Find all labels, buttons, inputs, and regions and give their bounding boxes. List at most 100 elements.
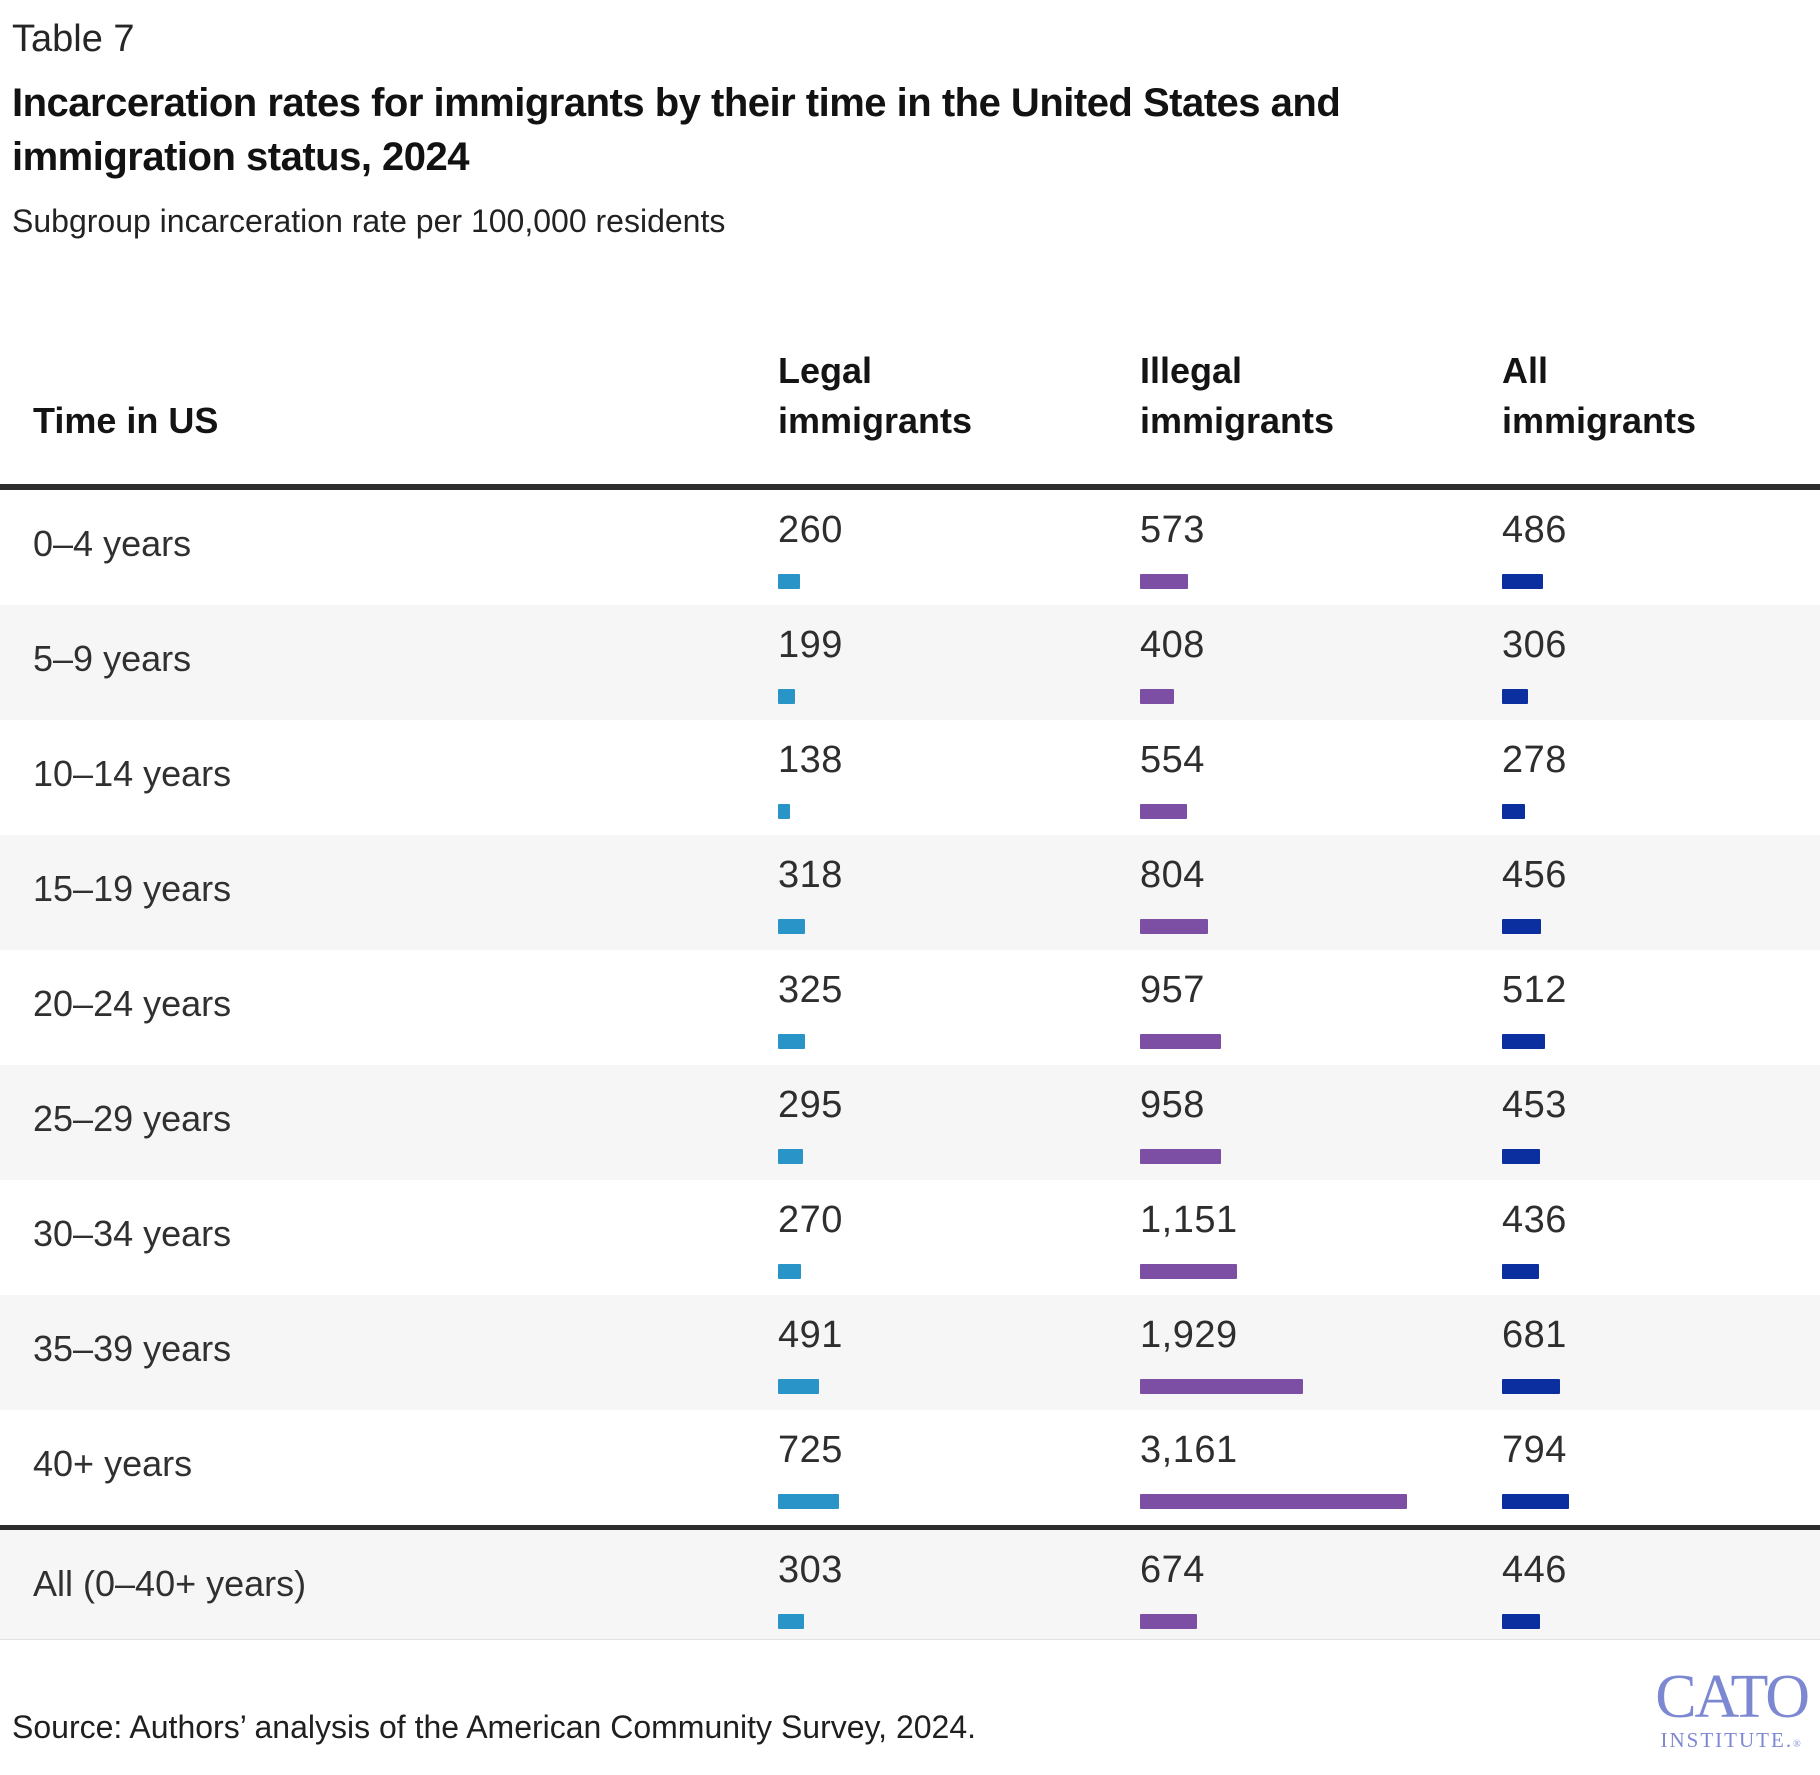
- value-cell-all: 486: [1502, 490, 1820, 605]
- value-cell-illegal: 408: [1140, 605, 1502, 720]
- legal-bar: [778, 804, 790, 819]
- legal-bar: [778, 689, 795, 704]
- row-label: 25–29 years: [33, 1098, 232, 1139]
- table-header-row: Time in US Legal immigrants Illegal immi…: [0, 346, 1820, 490]
- table-row: All (0–40+ years) 303 674 446: [0, 1525, 1820, 1640]
- value-cell-all: 456: [1502, 835, 1820, 950]
- registered-mark: ®: [1793, 1739, 1803, 1750]
- all-bar: [1502, 1614, 1540, 1629]
- illegal-bar: [1140, 919, 1208, 934]
- column-header-illegal-immigrants: Illegal immigrants: [1140, 346, 1502, 446]
- table-row: 10–14 years 138 554 278: [0, 720, 1820, 835]
- value-legal: 325: [778, 969, 843, 1011]
- illegal-bar: [1140, 1034, 1221, 1049]
- value-cell-legal: 491: [778, 1295, 1140, 1410]
- value-cell-legal: 303: [778, 1530, 1140, 1639]
- all-bar: [1502, 574, 1543, 589]
- value-cell-all: 453: [1502, 1065, 1820, 1180]
- all-bar: [1502, 1494, 1569, 1509]
- table-row: 0–4 years 260 573 486: [0, 490, 1820, 605]
- all-bar: [1502, 689, 1528, 704]
- value-cell-legal: 199: [778, 605, 1140, 720]
- legal-bar: [778, 574, 800, 589]
- row-label: 5–9 years: [33, 638, 192, 679]
- column-header-legal-line2: immigrants: [778, 400, 973, 441]
- logo-wordmark: CATO: [1655, 1663, 1810, 1731]
- table-row: 5–9 years 199 408 306: [0, 605, 1820, 720]
- legal-bar: [778, 1264, 801, 1279]
- value-cell-illegal: 573: [1140, 490, 1502, 605]
- legal-bar: [778, 1614, 804, 1629]
- value-cell-all: 446: [1502, 1530, 1820, 1639]
- value-illegal: 957: [1140, 969, 1205, 1011]
- value-legal: 318: [778, 854, 843, 896]
- value-illegal: 958: [1140, 1084, 1205, 1126]
- page-title-line-1: Incarceration rates for immigrants by th…: [12, 81, 1341, 125]
- value-cell-illegal: 804: [1140, 835, 1502, 950]
- all-bar: [1502, 1149, 1540, 1164]
- value-all: 486: [1502, 509, 1567, 551]
- column-header-all-immigrants: All immigrants: [1502, 346, 1820, 446]
- all-bar: [1502, 804, 1525, 819]
- illegal-bar: [1140, 1494, 1407, 1509]
- page-title: Incarceration rates for immigrants by th…: [12, 76, 1632, 184]
- logo-subtext: INSTITUTE.®: [1655, 1728, 1808, 1757]
- row-label: 10–14 years: [33, 753, 232, 794]
- table-row: 35–39 years 491 1,929 681: [0, 1295, 1820, 1410]
- value-cell-legal: 270: [778, 1180, 1140, 1295]
- table-body: 0–4 years 260 573 486 5–9 years 199 408 306 10–1…: [0, 490, 1820, 1640]
- illegal-bar: [1140, 1379, 1303, 1394]
- cato-institute-logo: CATO INSTITUTE.®: [1655, 1663, 1810, 1757]
- value-cell-legal: 325: [778, 950, 1140, 1065]
- column-header-legal-line1: Legal: [778, 350, 873, 391]
- value-cell-legal: 260: [778, 490, 1140, 605]
- legal-bar: [778, 1494, 839, 1509]
- page-title-line-2: immigration status, 2024: [12, 135, 470, 179]
- legal-bar: [778, 1149, 803, 1164]
- value-all: 453: [1502, 1084, 1567, 1126]
- column-header-illegal-line2: immigrants: [1140, 400, 1335, 441]
- value-all: 794: [1502, 1429, 1567, 1471]
- row-label: All (0–40+ years): [33, 1563, 307, 1604]
- column-header-illegal-line1: Illegal: [1140, 350, 1243, 391]
- value-all: 512: [1502, 969, 1567, 1011]
- value-illegal: 3,161: [1140, 1429, 1238, 1471]
- value-cell-all: 794: [1502, 1410, 1820, 1525]
- value-legal: 303: [778, 1549, 843, 1591]
- value-all: 446: [1502, 1549, 1567, 1591]
- value-cell-illegal: 674: [1140, 1530, 1502, 1639]
- all-bar: [1502, 1264, 1539, 1279]
- row-label: 15–19 years: [33, 868, 232, 909]
- page-subtitle: Subgroup incarceration rate per 100,000 …: [12, 203, 726, 239]
- row-label: 30–34 years: [33, 1213, 232, 1254]
- legal-bar: [778, 919, 805, 934]
- value-cell-all: 436: [1502, 1180, 1820, 1295]
- table-row: 30–34 years 270 1,151 436: [0, 1180, 1820, 1295]
- value-cell-all: 512: [1502, 950, 1820, 1065]
- value-cell-all: 306: [1502, 605, 1820, 720]
- row-label: 0–4 years: [33, 523, 192, 564]
- logo-institute-text: INSTITUTE.: [1660, 1728, 1794, 1752]
- all-bar: [1502, 1034, 1545, 1049]
- illegal-bar: [1140, 574, 1188, 589]
- value-all: 436: [1502, 1199, 1567, 1241]
- legal-bar: [778, 1379, 819, 1394]
- all-bar: [1502, 919, 1541, 934]
- table-row: 15–19 years 318 804 456: [0, 835, 1820, 950]
- value-all: 681: [1502, 1314, 1567, 1356]
- data-table: Time in US Legal immigrants Illegal immi…: [0, 346, 1820, 1640]
- value-cell-legal: 138: [778, 720, 1140, 835]
- table-row: 40+ years 725 3,161 794: [0, 1410, 1820, 1525]
- source-note: Source: Authors’ analysis of the America…: [12, 1709, 977, 1745]
- value-legal: 295: [778, 1084, 843, 1126]
- column-header-legal-immigrants: Legal immigrants: [778, 346, 1140, 446]
- value-legal: 260: [778, 509, 843, 551]
- illegal-bar: [1140, 689, 1174, 704]
- table-row: 20–24 years 325 957 512: [0, 950, 1820, 1065]
- illegal-bar: [1140, 1614, 1197, 1629]
- row-label: 40+ years: [33, 1443, 193, 1484]
- value-cell-illegal: 1,151: [1140, 1180, 1502, 1295]
- row-label: 35–39 years: [33, 1328, 232, 1369]
- value-illegal: 1,929: [1140, 1314, 1238, 1356]
